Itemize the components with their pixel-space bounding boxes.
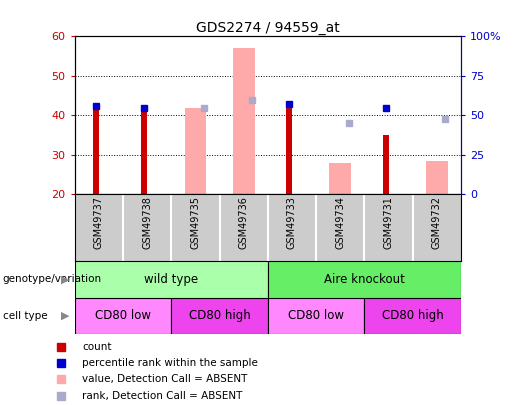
Text: CD80 high: CD80 high — [382, 309, 443, 322]
Bar — [268, 261, 461, 298]
Text: GSM49733: GSM49733 — [287, 196, 297, 249]
Title: GDS2274 / 94559_at: GDS2274 / 94559_at — [196, 21, 340, 35]
Text: CD80 high: CD80 high — [188, 309, 250, 322]
Bar — [75, 261, 268, 298]
Bar — [286, 104, 292, 194]
Text: GSM49734: GSM49734 — [335, 196, 345, 249]
Text: Aire knockout: Aire knockout — [324, 273, 405, 286]
Text: GSM49738: GSM49738 — [142, 196, 152, 249]
Text: genotype/variation: genotype/variation — [3, 275, 101, 284]
Text: ▶: ▶ — [61, 275, 70, 284]
Bar — [171, 298, 268, 334]
Bar — [75, 298, 171, 334]
Bar — [268, 298, 365, 334]
Text: GSM49736: GSM49736 — [238, 196, 249, 249]
Text: GSM49735: GSM49735 — [191, 196, 200, 249]
Bar — [426, 161, 448, 194]
Bar — [93, 104, 99, 194]
Bar — [184, 107, 206, 194]
Text: GSM49737: GSM49737 — [94, 196, 104, 249]
Text: GSM49731: GSM49731 — [384, 196, 393, 249]
Bar — [233, 48, 254, 194]
Bar — [383, 135, 388, 194]
Text: cell type: cell type — [3, 311, 47, 321]
Text: CD80 low: CD80 low — [95, 309, 151, 322]
Text: CD80 low: CD80 low — [288, 309, 344, 322]
Text: ▶: ▶ — [61, 311, 70, 321]
Bar — [141, 107, 147, 194]
Bar — [365, 298, 461, 334]
Text: value, Detection Call = ABSENT: value, Detection Call = ABSENT — [82, 375, 247, 384]
Text: percentile rank within the sample: percentile rank within the sample — [82, 358, 258, 368]
Text: wild type: wild type — [144, 273, 198, 286]
Text: rank, Detection Call = ABSENT: rank, Detection Call = ABSENT — [82, 391, 242, 401]
Bar — [330, 163, 351, 194]
Text: GSM49732: GSM49732 — [432, 196, 442, 249]
Text: count: count — [82, 342, 111, 352]
